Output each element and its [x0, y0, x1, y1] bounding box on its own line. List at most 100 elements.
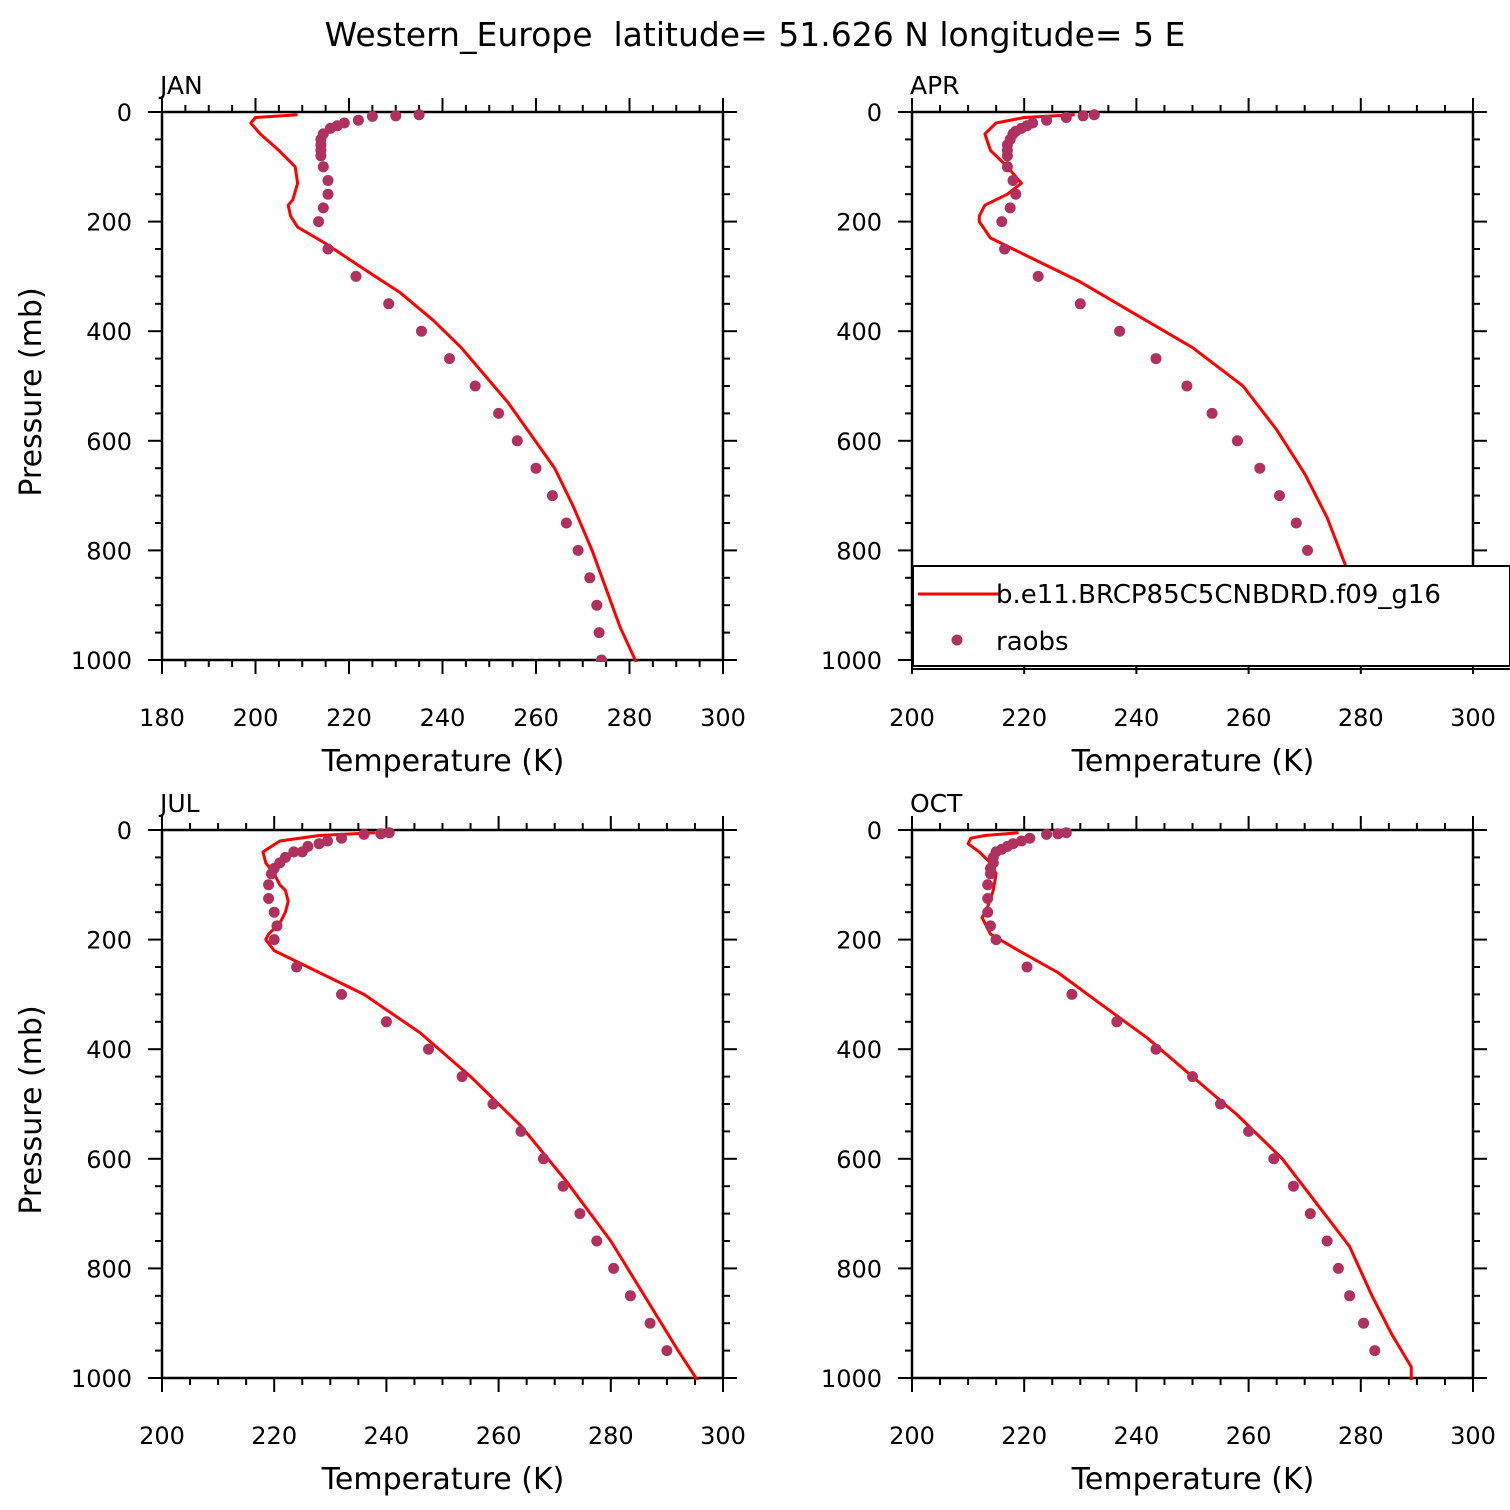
obs-point-oct — [985, 868, 996, 880]
obs-point-jul — [608, 1262, 620, 1274]
obs-point-apr — [1007, 175, 1019, 186]
model-line-jul — [261, 831, 700, 1380]
y-tick-label-oct: 200 — [836, 927, 882, 955]
x-tick-label-jul: 200 — [139, 1422, 185, 1450]
y-tick-label-apr: 200 — [836, 209, 882, 237]
obs-point-jul — [322, 835, 333, 847]
obs-point-apr — [1206, 407, 1218, 419]
obs-point-jul — [380, 1016, 392, 1028]
obs-point-apr — [1254, 462, 1266, 474]
panel-label-jul: JUL — [158, 789, 200, 818]
obs-point-jan — [469, 380, 481, 392]
obs-point-oct — [1187, 1071, 1198, 1083]
x-axis-title-apr: Temperature (K) — [1071, 744, 1315, 779]
obs-point-apr — [1290, 517, 1302, 529]
obs-point-apr — [1088, 109, 1100, 121]
obs-point-oct — [982, 879, 994, 891]
x-axis-title-oct: Temperature (K) — [1071, 1462, 1315, 1497]
obs-point-jan — [322, 175, 334, 186]
obs-point-jan — [350, 270, 362, 282]
obs-point-oct — [1024, 832, 1036, 844]
obs-point-apr — [1077, 110, 1089, 122]
x-tick-label-jul: 280 — [588, 1422, 634, 1450]
obs-point-jan — [560, 517, 572, 529]
panel-jan: JAN Temperature (K) Pressure (mb) 0 200 40… — [14, 71, 746, 779]
obs-point-oct — [1066, 988, 1078, 1000]
x-tick-label-jul: 260 — [476, 1422, 522, 1450]
y-axis-title-jul: Pressure (mb) — [14, 1005, 49, 1214]
x-axis-title-jan: Temperature (K) — [321, 744, 565, 779]
obs-point-apr — [1302, 544, 1313, 556]
obs-point-jan — [322, 243, 334, 255]
obs-point-oct — [1344, 1290, 1356, 1302]
x-tick-label-apr: 240 — [1113, 704, 1159, 732]
obs-point-oct — [990, 934, 1002, 946]
obs-point-jan — [546, 490, 558, 502]
data-layer-oct — [966, 827, 1413, 1380]
obs-point-jul — [271, 920, 283, 932]
model-line-oct — [966, 831, 1413, 1380]
obs-point-oct — [1150, 1043, 1162, 1055]
obs-point-oct — [1358, 1317, 1370, 1329]
data-layer-jul — [261, 827, 700, 1380]
y-tick-label-jan: 600 — [86, 428, 132, 456]
x-tick-label-jul: 220 — [251, 1422, 297, 1450]
obs-point-jan — [584, 572, 596, 584]
obs-point-jan — [317, 161, 329, 173]
y-tick-label-oct: 600 — [836, 1146, 882, 1174]
y-tick-label-jul: 200 — [86, 927, 132, 955]
obs-point-jan — [315, 150, 327, 162]
obs-point-oct — [982, 893, 994, 904]
y-tick-label-jul: 0 — [117, 817, 132, 845]
obs-point-jul — [423, 1043, 434, 1055]
x-tick-label-jul: 240 — [363, 1422, 409, 1450]
obs-point-apr — [1060, 112, 1072, 123]
obs-point-jan — [416, 325, 427, 337]
x-tick-label-jan: 200 — [233, 704, 279, 732]
obs-point-jul — [358, 828, 370, 840]
y-tick-label-jan: 0 — [117, 99, 132, 127]
obs-point-oct — [985, 920, 996, 932]
x-tick-label-jan: 240 — [420, 704, 466, 732]
obs-point-jul — [538, 1153, 549, 1165]
x-tick-label-jan: 260 — [513, 704, 559, 732]
panel-apr: APR Temperature (K) 0 200 400 600 800 1000 200… — [821, 71, 1496, 779]
y-tick-label-oct: 0 — [867, 817, 882, 845]
obs-point-apr — [999, 243, 1011, 255]
obs-point-apr — [1150, 353, 1162, 365]
obs-point-jan — [596, 654, 607, 662]
x-tick-label-jan: 300 — [700, 704, 746, 732]
legend-obs-swatch — [951, 634, 963, 646]
panel-label-oct: OCT — [910, 789, 963, 818]
y-tick-label-jan: 1000 — [71, 647, 132, 675]
x-tick-label-oct: 280 — [1338, 1422, 1384, 1450]
legend: b.e11.BRCP85C5CNBDRD.f09_g16 raobs — [912, 565, 1510, 670]
obs-point-apr — [1041, 114, 1053, 126]
legend-box — [912, 565, 1510, 667]
x-tick-label-oct: 220 — [1001, 1422, 1047, 1450]
obs-point-jul — [624, 1290, 636, 1302]
x-tick-label-apr: 300 — [1450, 704, 1496, 732]
obs-point-jul — [515, 1125, 527, 1137]
panel-oct: OCT Temperature (K) 0 200 400 600 800 1000 200… — [821, 789, 1496, 1497]
obs-point-jul — [268, 934, 280, 946]
obs-point-jan — [317, 202, 329, 214]
obs-point-jan — [313, 216, 325, 228]
y-axis-title-jan: Pressure (mb) — [14, 287, 49, 496]
obs-point-jul — [487, 1098, 499, 1110]
obs-point-oct — [1015, 835, 1027, 847]
obs-point-jul — [574, 1208, 586, 1220]
x-tick-label-apr: 220 — [1001, 704, 1047, 732]
y-tick-label-apr: 0 — [867, 99, 882, 127]
obs-point-jan — [593, 627, 605, 639]
obs-point-jan — [366, 110, 378, 122]
legend-obs-label: raobs — [996, 627, 1069, 657]
model-line-jan — [249, 113, 638, 662]
obs-point-oct — [1041, 828, 1053, 840]
obs-point-jul — [291, 961, 303, 973]
obs-point-jul — [268, 906, 280, 918]
y-tick-label-oct: 400 — [836, 1036, 882, 1064]
obs-point-jul — [336, 988, 347, 1000]
y-tick-label-oct: 800 — [836, 1255, 882, 1283]
